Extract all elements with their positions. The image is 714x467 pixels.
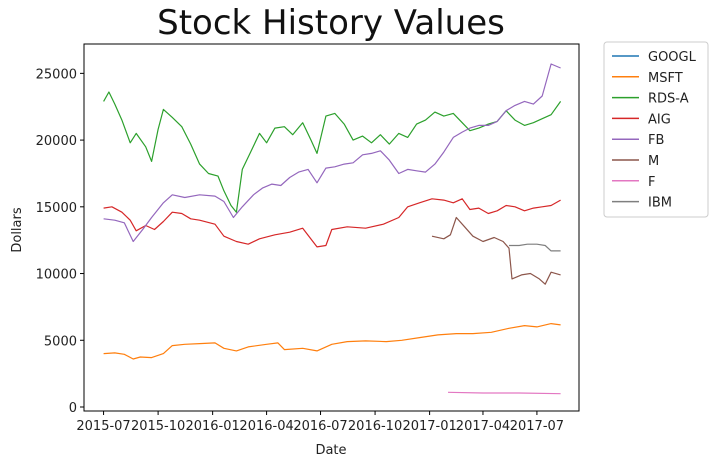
series-line-fb (103, 63, 561, 243)
x-tick-label: 2016-07 (293, 419, 347, 434)
y-tick-label: 10000 (36, 268, 77, 283)
legend-label-m: M (648, 154, 659, 169)
series-line-f (447, 391, 561, 395)
chart-title: Stock History Values (157, 3, 505, 43)
y-tick-label: 0 (69, 401, 77, 416)
y-tick-label: 20000 (36, 134, 77, 149)
plot-frame (83, 43, 580, 412)
series-line-aig (103, 198, 561, 248)
y-axis-label: Dollars (10, 207, 25, 252)
y-axis: 0 5000 10000 15000 20000 25000 (36, 67, 84, 416)
legend-label-ibm: IBM (648, 196, 672, 211)
legend-label-fb: FB (648, 133, 664, 148)
x-axis: 2015-07 2015-10 2016-01 2016-04 2016-07 2016-… (76, 411, 564, 434)
legend-label-f: F (648, 175, 655, 190)
plot-lines (103, 63, 562, 395)
legend-label-aig: AIG (648, 112, 671, 127)
x-tick-label: 2017-04 (456, 419, 510, 434)
legend-label-msft: MSFT (648, 71, 683, 86)
series-line-msft (103, 323, 561, 360)
y-tick-label: 25000 (36, 67, 77, 82)
x-axis-label: Date (315, 443, 346, 458)
series-line-rds-a (103, 91, 562, 213)
x-tick-label: 2017-01 (402, 419, 456, 434)
y-tick-label: 5000 (44, 334, 77, 349)
x-tick-label: 2017-07 (510, 419, 564, 434)
legend-label-rds-a: RDS-A (648, 92, 689, 107)
legend: GOOGL MSFT RDS-A AIG FB MF IBM (603, 41, 709, 218)
x-tick-label: 2016-04 (239, 419, 293, 434)
x-tick-label: 2015-10 (131, 419, 185, 434)
y-tick-label: 15000 (36, 201, 77, 216)
series-line-ibm (509, 243, 561, 252)
x-tick-label: 2015-07 (76, 419, 130, 434)
series-line-m (431, 216, 561, 285)
x-tick-label: 2016-01 (185, 419, 239, 434)
x-tick-label: 2016-10 (348, 419, 402, 434)
legend-label-googl: GOOGL (648, 50, 697, 65)
legend-box (603, 41, 709, 218)
